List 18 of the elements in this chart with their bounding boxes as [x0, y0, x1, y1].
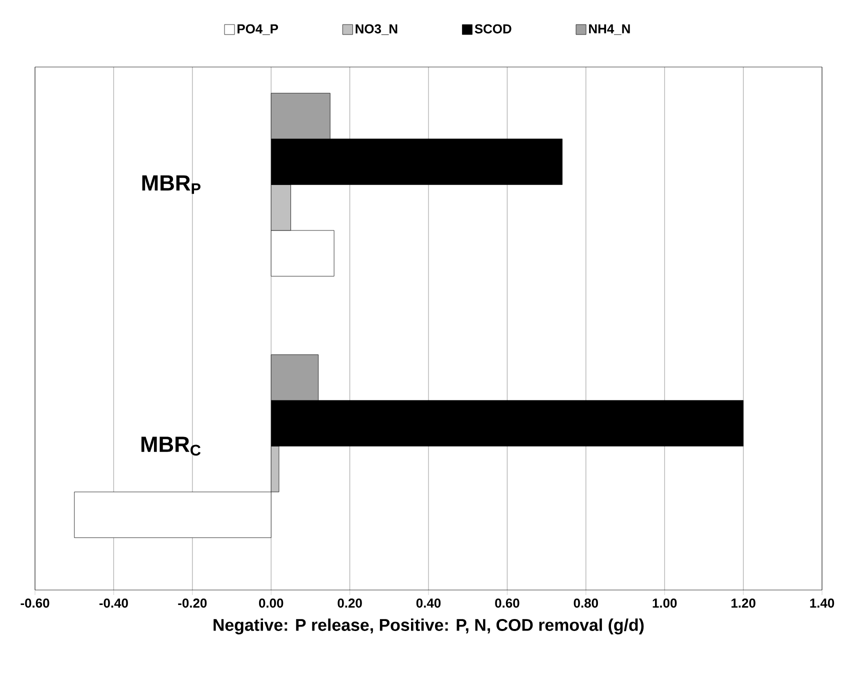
x-tick-label: -0.40	[99, 598, 128, 608]
y-tick-label: MBR$_{P}$	[142, 175, 200, 194]
x-tick-label: 0.20	[338, 598, 362, 608]
legend-label: PO4_P	[238, 24, 278, 35]
legend-label: SCOD	[474, 24, 512, 34]
x-tick-label: 0.40	[416, 598, 441, 608]
x-tick-label: 1.00	[652, 598, 677, 608]
x-tick-label: 0.80	[574, 598, 598, 608]
legend-label: NH4_N	[589, 24, 630, 35]
x-tick-label: 1.20	[732, 598, 756, 608]
x-tick-label: 1.40	[810, 598, 834, 608]
legend-label: NO3_N	[356, 24, 398, 35]
x-tick-label: 0.00	[259, 598, 284, 608]
x-axis-title: Negative: P release, Positive: P, N, COD removal (g/d)	[214, 618, 644, 634]
x-tick-label: 0.60	[495, 598, 520, 608]
x-tick-label: -0.60	[20, 598, 50, 608]
y-tick-label: MBR$_{C}$	[141, 436, 201, 456]
x-tick-label: -0.20	[178, 598, 207, 608]
